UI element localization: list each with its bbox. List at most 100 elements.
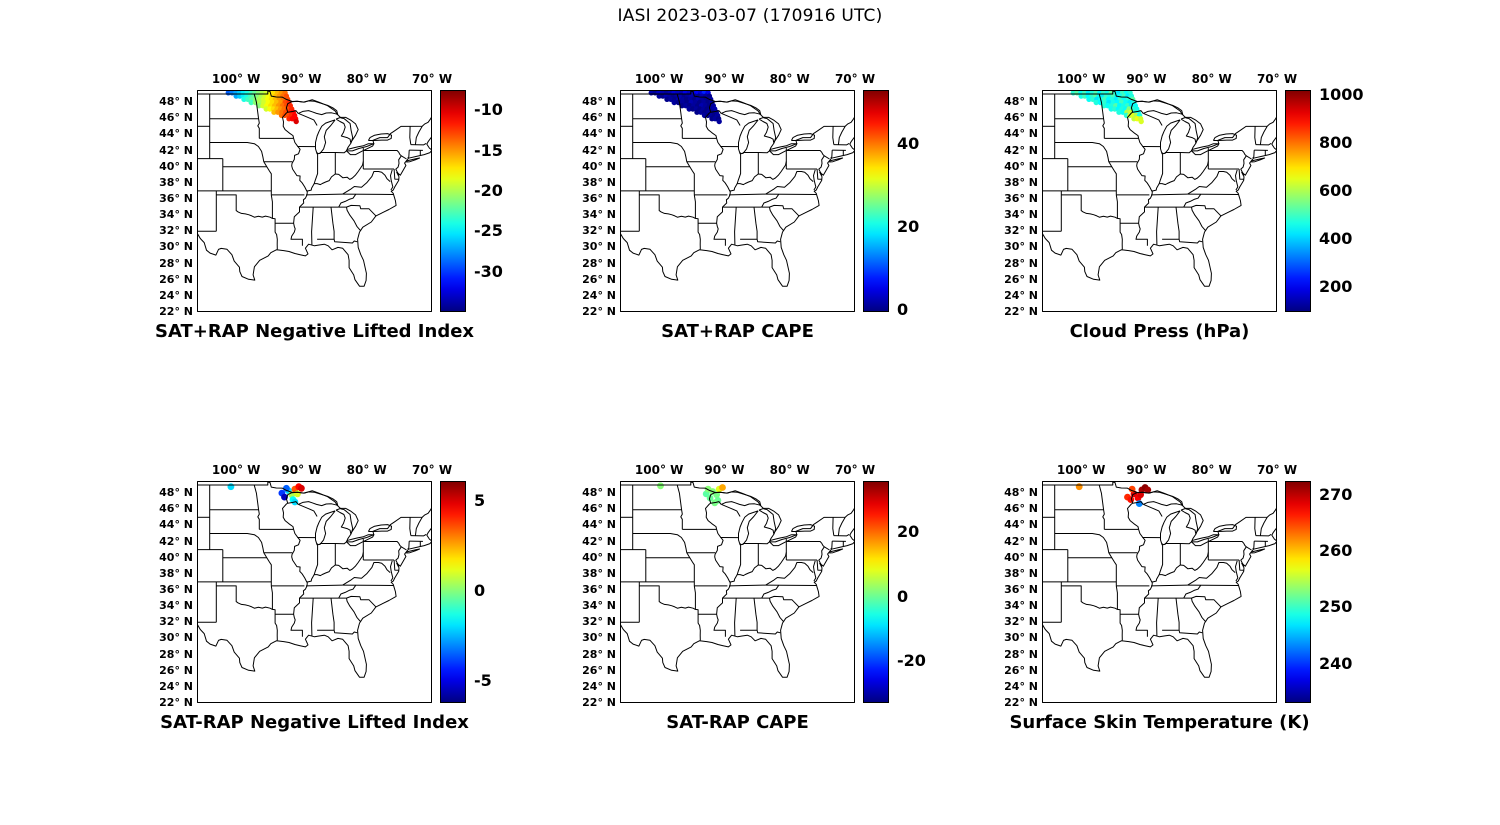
lat-tick-label: 34° N (159, 208, 193, 222)
colorbar-tick-label: 260 (1319, 541, 1353, 561)
lat-tick-label: 42° N (1004, 143, 1038, 157)
data-point (1116, 109, 1122, 115)
colorbar-tick-label: -10 (474, 100, 503, 120)
data-point (1093, 99, 1099, 106)
colorbar-tick-label: -15 (474, 140, 503, 160)
colorbar-tick-label: 20 (897, 522, 920, 542)
lon-tick-label: 70° W (1256, 463, 1298, 477)
data-point (298, 484, 305, 492)
lon-tick-label: 90° W (1126, 72, 1167, 86)
lon-tick-label: 100° W (211, 463, 261, 477)
lat-tick-label: 48° N (159, 95, 193, 109)
data-point (671, 99, 677, 106)
colorbar-tick-label: 1000 (1319, 84, 1364, 104)
lat-tick-label: 44° N (582, 127, 616, 141)
map-canvas (620, 90, 855, 312)
lat-tick-label: 34° N (1004, 599, 1038, 613)
lat-tick-label: 26° N (582, 272, 616, 286)
lat-tick-label: 44° N (582, 518, 616, 532)
lat-tick-label: 30° N (582, 240, 616, 254)
lat-tick-label: 32° N (1004, 615, 1038, 629)
lon-tick-label: 70° W (1256, 72, 1298, 86)
lat-tick-label: 42° N (159, 143, 193, 157)
lat-tick-label: 30° N (582, 631, 616, 645)
colorbar-tick-label: 0 (474, 581, 486, 601)
lat-tick-label: 22° N (1004, 696, 1038, 709)
lon-tick-label: 80° W (1191, 72, 1232, 86)
data-point (664, 96, 670, 102)
lat-tick-label: 40° N (1004, 159, 1038, 173)
map-canvas (1042, 481, 1277, 703)
map-frame (1042, 90, 1277, 312)
data-point (241, 96, 247, 102)
lat-tick-label: 34° N (582, 208, 616, 222)
lon-tick-label: 70° W (411, 72, 453, 86)
lon-tick-label: 90° W (281, 72, 322, 86)
lat-tick-label: 28° N (159, 647, 193, 661)
colorbar (440, 90, 466, 312)
colorbar-tick-label: -30 (474, 261, 503, 281)
lat-tick-label: 40° N (159, 550, 193, 564)
state-outlines (1042, 90, 1277, 312)
lat-tick-label: 30° N (159, 240, 193, 254)
colorbar-tick-label: 250 (1319, 597, 1353, 617)
panel-sat-minus-rap-cape: 100° W 90° W 80° W 70° W 48° N 46° N 44° N 42° … (540, 446, 1020, 776)
scatter-points (225, 90, 299, 125)
lat-tick-label: 22° N (159, 305, 193, 318)
lat-tick-label: 40° N (582, 550, 616, 564)
lat-tick-label: 44° N (1004, 127, 1038, 141)
data-point (248, 99, 254, 106)
lon-tick-label: 100° W (634, 72, 684, 86)
data-point (657, 482, 664, 490)
colorbar-tick-label: 400 (1319, 228, 1353, 248)
data-point (694, 109, 700, 115)
data-point (1138, 118, 1144, 125)
colorbar-tick-label: 5 (474, 490, 486, 510)
data-point (1086, 96, 1092, 102)
lat-tick-label: 28° N (159, 256, 193, 270)
lat-tick-label: 26° N (159, 272, 193, 286)
data-point (294, 490, 301, 498)
panel-title: SAT+RAP Negative Lifted Index (154, 321, 475, 342)
lat-tick-label: 36° N (1004, 582, 1038, 596)
lat-tick-label: 46° N (1004, 111, 1038, 125)
data-point (1105, 103, 1111, 109)
lat-tick-label: 44° N (1004, 518, 1038, 532)
lat-tick-label: 36° N (159, 582, 193, 596)
lat-tick-label: 24° N (1004, 288, 1038, 302)
lon-tick-label: 70° W (411, 463, 453, 477)
lat-tick-label: 34° N (159, 599, 193, 613)
state-outlines (620, 481, 855, 703)
data-point (716, 118, 722, 125)
lon-tick-label: 80° W (346, 463, 387, 477)
panel-sat-plus-rap-lifted-index: 100° W 90° W 80° W 70° W 48° N 46° N 44° N 42° … (117, 55, 597, 385)
lon-tick-label: 90° W (281, 463, 322, 477)
data-point (275, 109, 281, 115)
lat-tick-label: 34° N (1004, 208, 1038, 222)
lat-tick-label: 46° N (1004, 502, 1038, 516)
lat-tick-label: 26° N (582, 663, 616, 677)
data-point (1144, 486, 1152, 494)
lat-tick-label: 38° N (159, 566, 193, 580)
lat-tick-label: 30° N (1004, 631, 1038, 645)
colorbar-tick-label: -25 (474, 221, 503, 241)
lat-tick-label: 48° N (159, 486, 193, 500)
lat-tick-label: 36° N (582, 191, 616, 205)
panel-title: Cloud Press (hPa) (1069, 321, 1250, 342)
figure-title: IASI 2023-03-07 (170916 UTC) (617, 6, 883, 26)
lat-tick-label: 34° N (582, 599, 616, 613)
lat-tick-label: 26° N (1004, 272, 1038, 286)
data-point (1127, 496, 1135, 503)
data-point (1120, 109, 1126, 115)
data-point (679, 103, 685, 109)
lat-tick-label: 42° N (159, 534, 193, 548)
colorbar-tick-label: 0 (897, 586, 909, 606)
state-outlines (1042, 481, 1277, 703)
panel-surface-skin-temperature: 100° W 90° W 80° W 70° W 48° N 46° N 44° N 42° … (962, 446, 1442, 776)
state-outlines (620, 90, 855, 312)
lat-tick-label: 44° N (159, 518, 193, 532)
lat-tick-label: 24° N (159, 679, 193, 693)
lon-tick-label: 90° W (1126, 463, 1167, 477)
lat-tick-label: 48° N (1004, 486, 1038, 500)
lon-tick-label: 80° W (1191, 463, 1232, 477)
